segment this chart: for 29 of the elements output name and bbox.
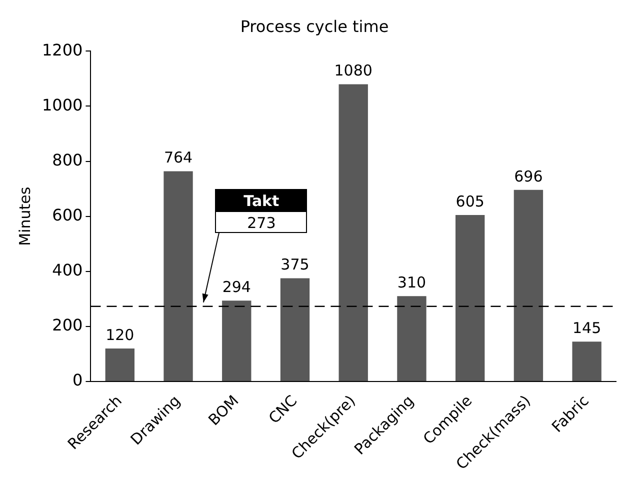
bar <box>572 342 602 381</box>
data-label: 1080 <box>334 62 372 80</box>
data-label: 294 <box>222 278 251 296</box>
y-axis-title: Minutes <box>16 186 34 246</box>
data-label: 310 <box>397 274 426 292</box>
y-tick-label: 1000 <box>42 95 83 114</box>
y-tick-label: 800 <box>52 150 83 170</box>
bar <box>456 214 485 381</box>
bar <box>397 296 426 381</box>
data-label: 696 <box>514 167 543 186</box>
bar <box>164 171 193 381</box>
bar <box>338 84 368 381</box>
y-tick-label: 0 <box>72 370 83 390</box>
bar <box>105 348 134 381</box>
bar <box>514 190 544 381</box>
data-label: 145 <box>572 318 602 337</box>
data-label: 764 <box>164 148 193 167</box>
annotation: 273 <box>215 210 308 233</box>
data-label: 375 <box>280 256 310 274</box>
data-label: 120 <box>106 326 134 344</box>
y-tick-label: 400 <box>52 260 83 280</box>
annotation: Takt <box>215 188 308 211</box>
bar <box>280 278 310 381</box>
chart-title: Process cycle time <box>240 16 389 36</box>
data-label: 605 <box>456 192 484 210</box>
bar <box>222 300 252 381</box>
y-tick-label: 1200 <box>42 40 83 60</box>
y-tick-label: 600 <box>52 206 83 224</box>
y-tick-label: 200 <box>52 316 83 335</box>
